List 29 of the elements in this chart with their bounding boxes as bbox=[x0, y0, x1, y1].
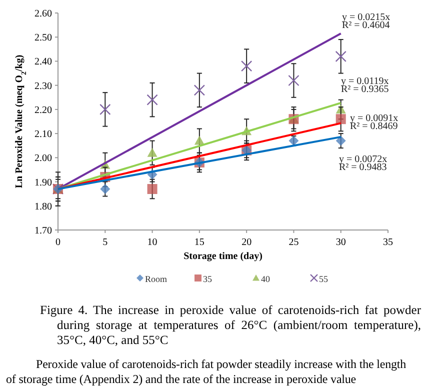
x-tick-label: 25 bbox=[288, 237, 299, 248]
x-tick-label: 5 bbox=[102, 237, 108, 248]
y-tick-label: 1.70 bbox=[34, 226, 52, 236]
legend-label: 35 bbox=[203, 274, 212, 284]
x-tick-label: 10 bbox=[147, 237, 158, 248]
text: Peroxide value of carotenoids-rich fat powder steadily increase with the length of storage time (Appendix 2) and the rate of the increase in peroxide value bbox=[6, 357, 406, 386]
annotation: R² = 0.9365 bbox=[341, 84, 389, 95]
y-tick-label: 2.20 bbox=[34, 104, 52, 116]
legend-label: Room bbox=[145, 274, 168, 284]
y-tick-label: 1.80 bbox=[34, 201, 52, 212]
caption: Figure 4. The increase in peroxide value of carotenoids-rich fat powder during storage at temperatures of 26°C (ambient/room temperature), 35°C, 40°C, and 55°C bbox=[40, 303, 421, 348]
y-tick-label: 2.60 bbox=[34, 8, 52, 20]
x-axis-title: Storage time (day) bbox=[184, 251, 262, 262]
annotation: R² = 0.4604 bbox=[342, 20, 390, 31]
annotation: R² = 0.9483 bbox=[339, 162, 387, 173]
x-tick-label: 20 bbox=[242, 237, 252, 248]
x-tick-label: 30 bbox=[336, 237, 346, 248]
y-tick-label: 2.30 bbox=[34, 80, 52, 92]
x-tick-label: 15 bbox=[194, 237, 204, 248]
legend-label: 55 bbox=[319, 274, 328, 284]
legend-label: 40 bbox=[261, 274, 270, 284]
y-tick-label: 2.40 bbox=[34, 56, 52, 68]
x-tick-label: 35 bbox=[383, 237, 393, 248]
y-tick-label: 1.90 bbox=[34, 177, 52, 188]
annotation: R² = 0.8469 bbox=[350, 121, 398, 132]
y-tick-label: 2.50 bbox=[34, 32, 52, 44]
y-tick-label: 2.00 bbox=[34, 153, 52, 164]
x-tick-label: 0 bbox=[56, 237, 60, 248]
y-tick-label: 2.10 bbox=[34, 129, 52, 140]
